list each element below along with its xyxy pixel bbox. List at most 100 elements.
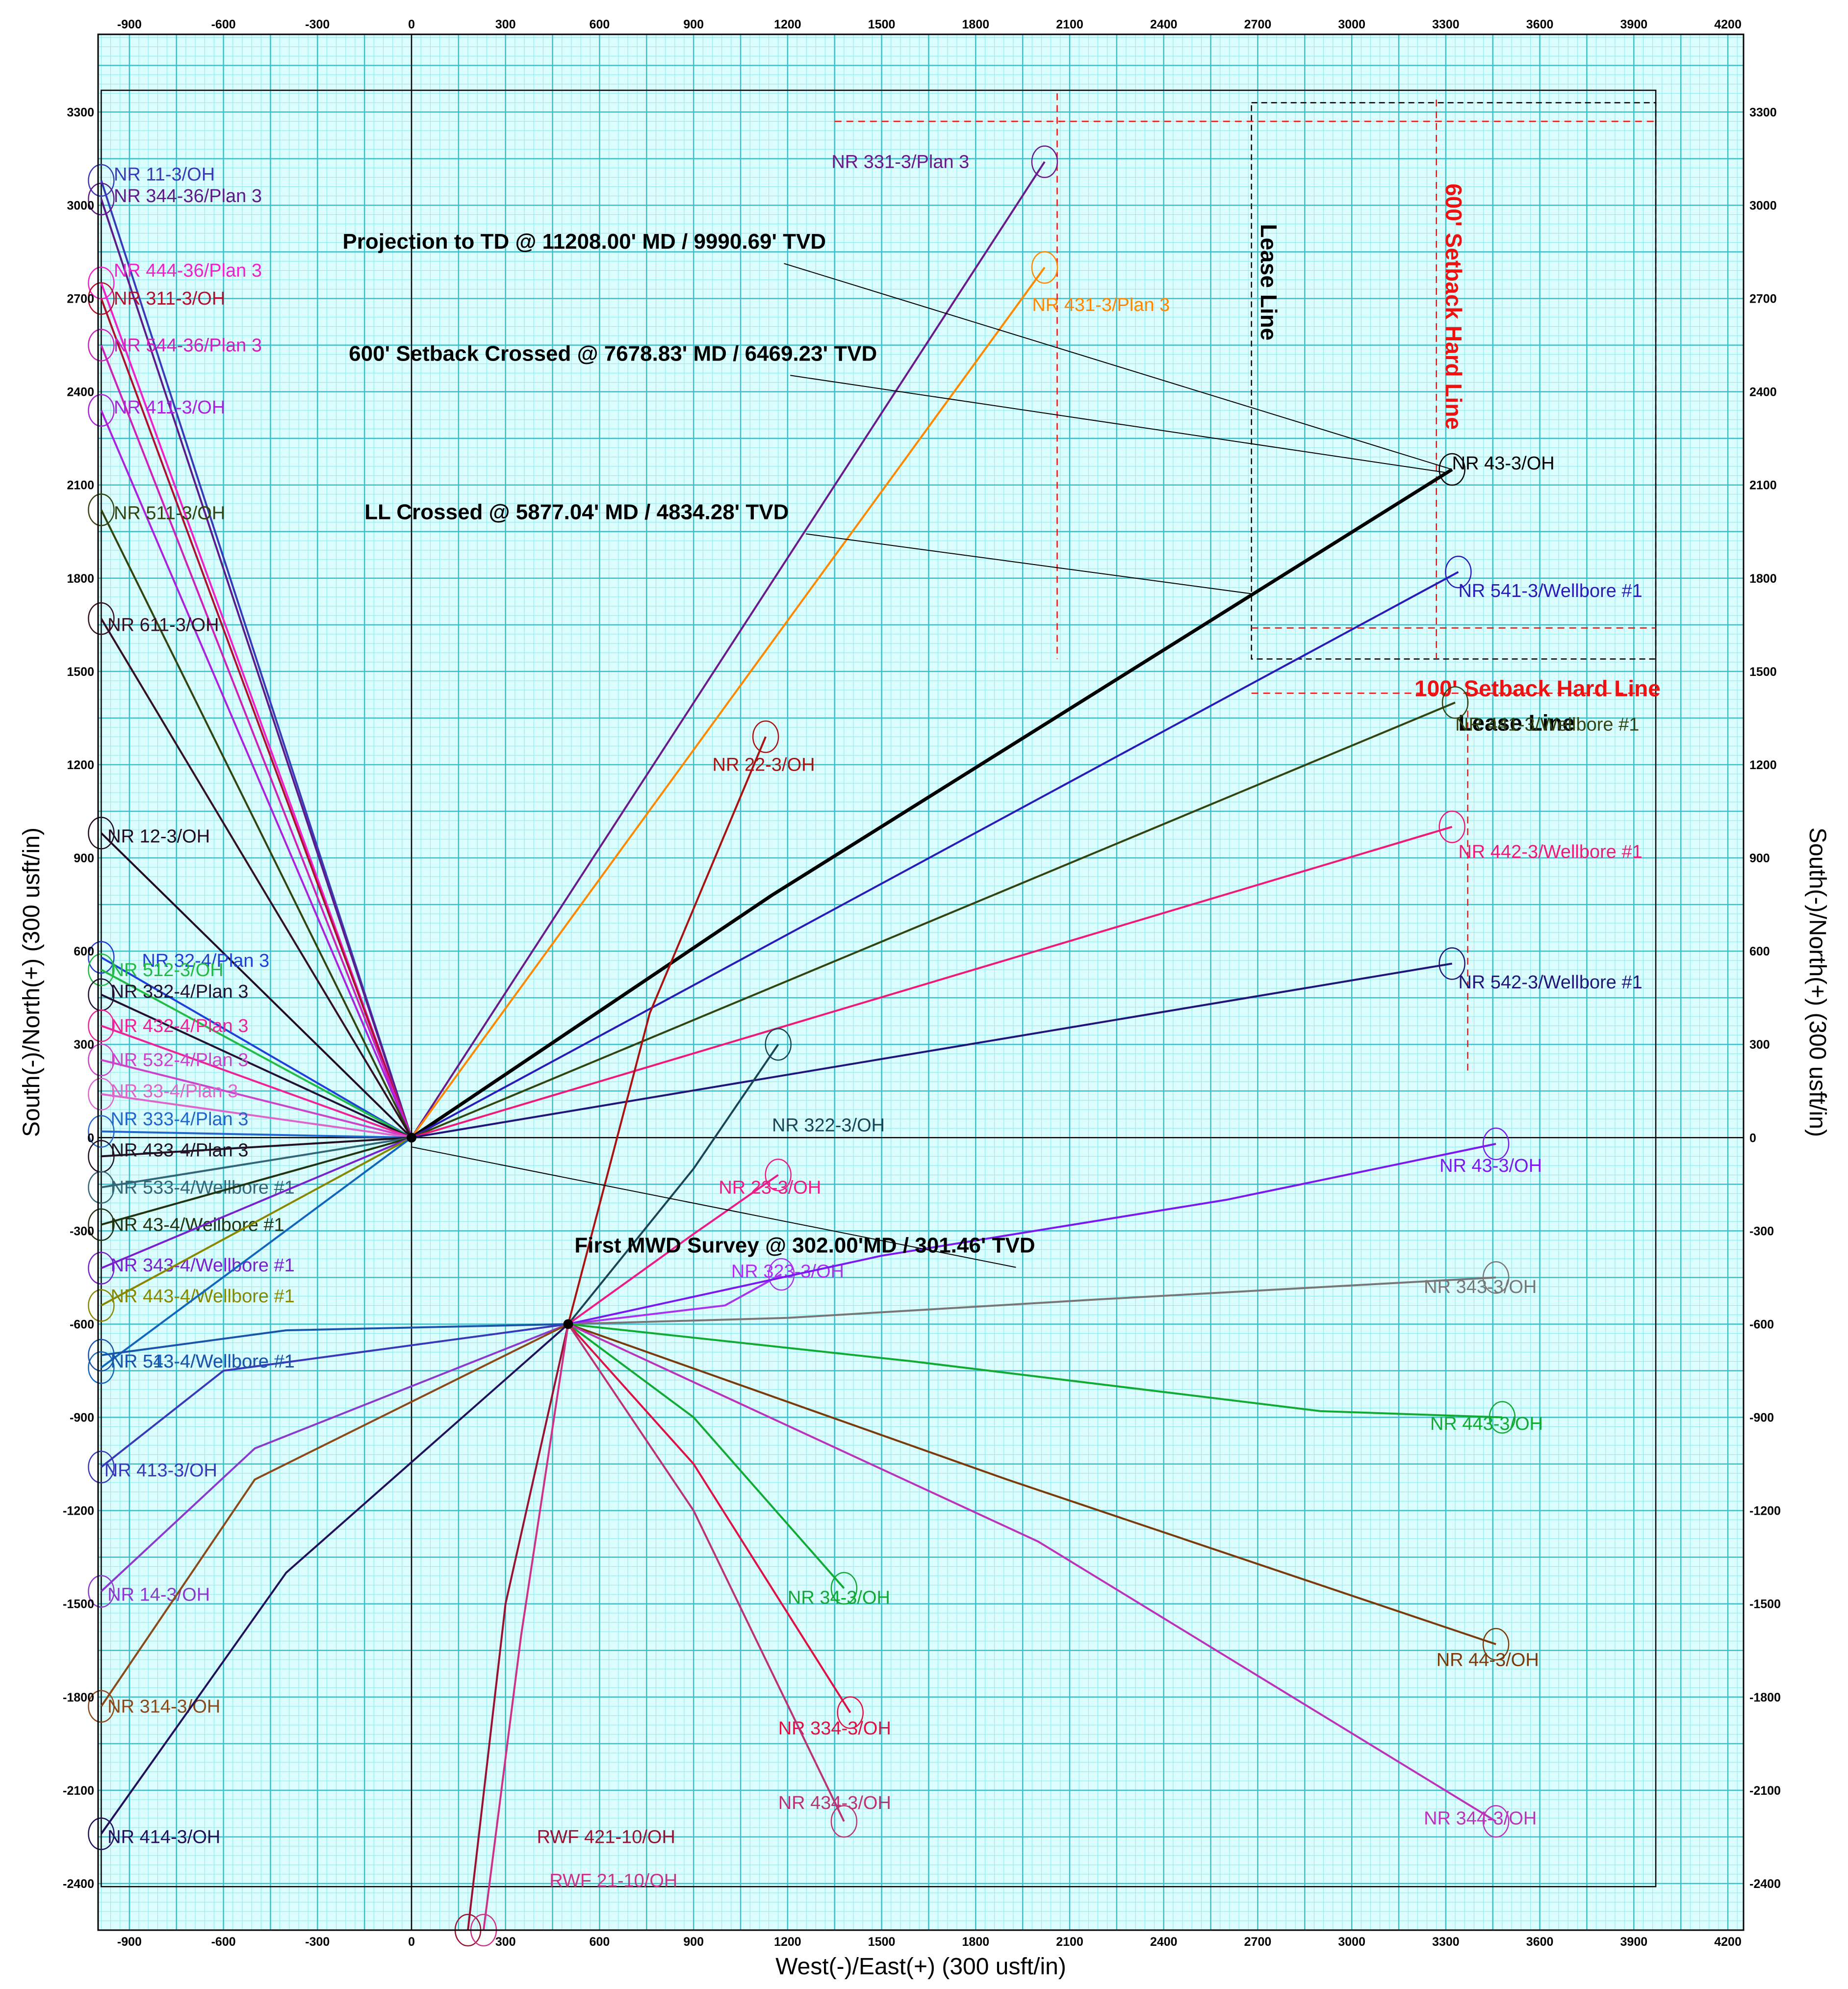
x-tick-label-top: -300 xyxy=(305,18,330,31)
well-label: NR 344-3/OH xyxy=(1424,1808,1537,1829)
y-tick-label-left: 0 xyxy=(87,1131,94,1145)
annotation-leader xyxy=(784,263,1452,470)
x-tick-label-bottom: 900 xyxy=(683,1935,704,1949)
y-tick-label-right: -2400 xyxy=(1749,1877,1781,1891)
y-tick-label-left: -600 xyxy=(70,1317,94,1331)
well-path xyxy=(101,1059,412,1139)
y-tick-label-right: -600 xyxy=(1749,1317,1774,1331)
well-path xyxy=(101,1137,412,1269)
well-path xyxy=(100,1323,569,1707)
y-tick-label-left: -2100 xyxy=(63,1784,94,1798)
well-path xyxy=(100,298,412,1138)
well-path xyxy=(101,1323,569,1592)
well-path xyxy=(100,618,412,1138)
x-tick-label-top: 2700 xyxy=(1244,18,1272,31)
well-label: NR 413-3/OH xyxy=(104,1460,217,1481)
well-label: NR 44-3/OH xyxy=(1437,1650,1539,1670)
target-ellipse xyxy=(88,329,115,362)
well-label: NR 22-3/OH xyxy=(713,755,815,775)
y-tick-label-left: 3000 xyxy=(67,199,94,212)
y-tick-label-right: -1500 xyxy=(1749,1598,1781,1611)
well-path xyxy=(100,1323,569,1834)
well-label: NR 444-36/Plan 3 xyxy=(114,260,262,281)
plot-frame xyxy=(97,33,1745,1931)
target-ellipse xyxy=(765,1159,792,1191)
target-ellipse xyxy=(765,1028,792,1061)
x-tick-label-top: 1500 xyxy=(868,18,896,31)
well-path xyxy=(101,1137,412,1188)
target-ellipse xyxy=(88,1289,115,1322)
well-label: NR 533-4/Wellbore #1 xyxy=(111,1177,295,1198)
target-ellipse xyxy=(837,1696,864,1729)
y-tick-label-right: 1500 xyxy=(1749,665,1777,679)
well-label: NR 14-3/OH xyxy=(107,1584,210,1605)
x-tick-label-bottom: 3900 xyxy=(1620,1935,1648,1949)
target-ellipse xyxy=(88,182,115,216)
well-path xyxy=(411,826,1453,1139)
x-tick-label-top: 3900 xyxy=(1620,18,1648,31)
target-ellipse xyxy=(88,1115,115,1148)
y-tick-label-right: 3300 xyxy=(1749,105,1777,119)
well-path xyxy=(483,1324,569,1931)
well-path xyxy=(567,1323,1497,1822)
well-label: NR 34-3/OH xyxy=(788,1588,890,1608)
well-label: NR 334-3/OH xyxy=(778,1718,891,1739)
y-tick-label-left: 1800 xyxy=(67,572,94,586)
well-label: NR 344-36/Plan 3 xyxy=(114,186,262,207)
target-ellipse xyxy=(88,817,115,850)
y-tick-label-right: 1200 xyxy=(1749,758,1777,772)
well-label: RWF 21-10/OH xyxy=(549,1870,677,1891)
surface-pad-marker xyxy=(563,1319,573,1329)
x-tick-label-bottom: 4200 xyxy=(1714,1935,1742,1949)
annotations: Projection to TD @ 11208.00' MD / 9990.6… xyxy=(342,230,1452,1268)
well-label: NR 512-3/OH xyxy=(111,960,224,981)
well-label: NR 322-3/OH xyxy=(772,1115,885,1136)
x-tick-label-top: 1200 xyxy=(774,18,801,31)
y-axis-title-left: South(-)/North(+) (300 usft/in) xyxy=(19,827,45,1137)
x-tick-label-top: 1800 xyxy=(962,18,990,31)
y-tick-label-right: 3000 xyxy=(1749,199,1777,212)
y-tick-label-right: 2700 xyxy=(1749,292,1777,306)
y-tick-label-right: -300 xyxy=(1749,1224,1774,1238)
well-label: NR 511-3/OH xyxy=(114,503,225,523)
well-path xyxy=(101,1323,568,1356)
target-ellipse xyxy=(1482,1127,1510,1161)
y-tick-label-left: 900 xyxy=(74,852,94,865)
x-tick-label-bottom: -900 xyxy=(117,1935,142,1949)
well-path xyxy=(101,956,412,1139)
target-ellipse xyxy=(88,1043,115,1077)
target-ellipse xyxy=(1438,810,1465,843)
y-tick-label-right: -900 xyxy=(1749,1411,1774,1425)
target-ellipse xyxy=(1482,1627,1510,1661)
well-label: NR 333-4/Plan 3 xyxy=(111,1109,249,1130)
lease-line-label: Lease Line xyxy=(1256,224,1282,341)
x-tick-label-top: 2100 xyxy=(1056,18,1083,31)
x-tick-label-bottom: -300 xyxy=(305,1935,330,1949)
well-label: NR 314-3/OH xyxy=(107,1696,220,1717)
well-path xyxy=(567,1323,845,1822)
target-ellipse xyxy=(88,1252,115,1285)
y-tick-label-right: 900 xyxy=(1749,852,1770,865)
well-path xyxy=(411,701,1456,1139)
target-ellipse xyxy=(88,282,115,315)
annotation-label: LL Crossed @ 5877.04' MD / 4834.28' TVD xyxy=(364,500,789,524)
well-path xyxy=(411,267,1046,1138)
target-ellipse xyxy=(88,602,115,635)
x-tick-label-bottom: 0 xyxy=(408,1935,415,1949)
well-label: NR 513-4/Wellbore #1 xyxy=(111,1351,295,1372)
target-ellipse xyxy=(88,1208,115,1241)
target-ellipse xyxy=(830,1805,858,1838)
target-ellipse xyxy=(88,1351,115,1384)
well-label: NR 532-4/Plan 3 xyxy=(111,1050,249,1071)
x-tick-label-bottom: 2400 xyxy=(1150,1935,1178,1949)
y-tick-label-right: -1800 xyxy=(1749,1691,1781,1705)
x-tick-label-bottom: 300 xyxy=(495,1935,516,1949)
well-path xyxy=(101,1137,412,1158)
well-label: NR 331-3/Plan 3 xyxy=(831,152,969,172)
x-tick-label-top: 3000 xyxy=(1338,18,1365,31)
well-label: NR 411-3/OH xyxy=(114,397,225,418)
lease-boundary xyxy=(101,89,1657,1887)
target-ellipse xyxy=(88,941,115,974)
annotation-label: 600' Setback Crossed @ 7678.83' MD / 646… xyxy=(349,341,877,365)
